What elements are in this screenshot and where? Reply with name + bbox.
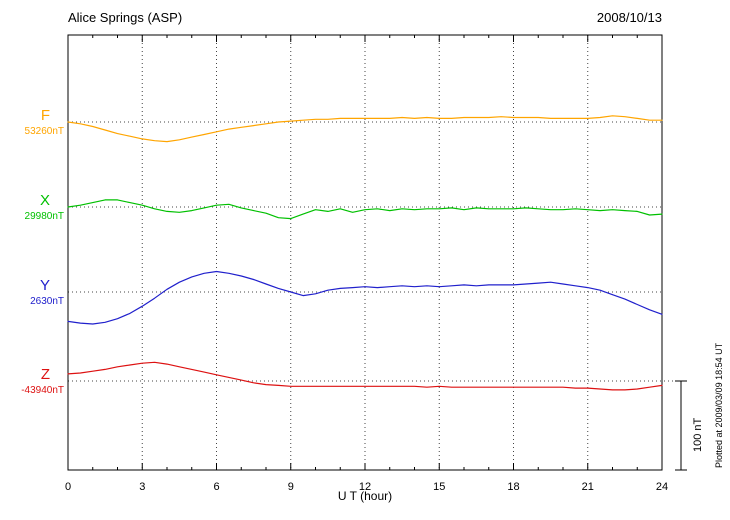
series-letter-Z: Z (40, 366, 50, 383)
series-letter-X: X (39, 192, 50, 209)
series-label-F: F 53260nT (0, 108, 64, 137)
series-label-Z: Z -43940nT (0, 367, 64, 396)
series-baseline-value-X: 29980nT (24, 211, 64, 222)
series-baseline-value-Y: 2630nT (30, 296, 64, 307)
trace-F (67, 115, 663, 143)
x-tick-label: 0 (65, 481, 71, 493)
station-title: Alice Springs (ASP) (68, 10, 183, 25)
series-baseline-value-F: 53260nT (24, 126, 64, 137)
x-tick-label: 12 (359, 481, 371, 493)
series-label-X: X 29980nT (0, 193, 64, 222)
x-tick-label: 3 (139, 481, 145, 493)
x-tick-label: 21 (582, 481, 594, 493)
trace-X (67, 199, 663, 220)
plot-frame (67, 34, 663, 471)
x-axis-title: U T (hour) (337, 489, 393, 503)
date-label: 2008/10/13 (596, 10, 662, 25)
series-letter-F: F (40, 107, 50, 124)
series-letter-Y: Y (39, 277, 50, 294)
x-tick-label: 18 (507, 481, 519, 493)
x-tick-label: 6 (213, 481, 219, 493)
trace-Y (67, 270, 663, 325)
x-tick-label: 15 (433, 481, 445, 493)
series-baseline-value-Z: -43940nT (21, 385, 64, 396)
plotted-at-note: Plotted at 2009/03/09 18:54 UT (714, 342, 724, 468)
scale-bar-label: 100 nT (692, 417, 704, 452)
x-tick-label: 24 (656, 481, 668, 493)
trace-Z (67, 361, 663, 391)
series-label-Y: Y 2630nT (0, 278, 64, 307)
x-tick-label: 9 (288, 481, 294, 493)
